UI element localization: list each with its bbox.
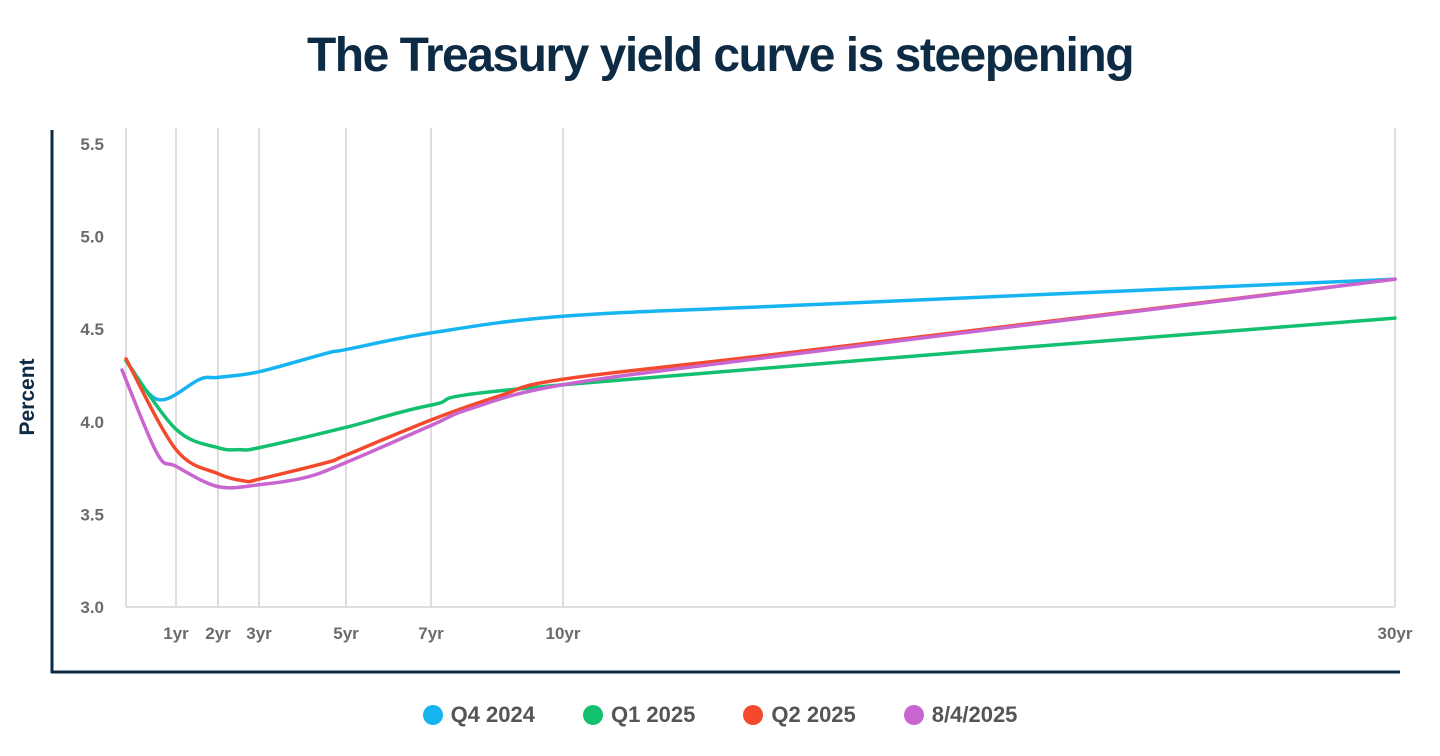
series-line-q2-2025 xyxy=(124,277,1397,484)
legend-dot-icon xyxy=(903,705,924,725)
legend-dot-icon xyxy=(743,705,764,725)
y-axis-label: Percent xyxy=(16,358,39,435)
legend-dot-icon xyxy=(582,705,603,725)
legend-dot-icon xyxy=(422,705,443,725)
x-tick-label: 1yr xyxy=(163,624,189,643)
y-tick-label: 4.0 xyxy=(80,413,104,432)
legend-label: Q1 2025 xyxy=(610,702,696,727)
legend-item: Q4 2024 xyxy=(422,702,535,728)
y-tick-label: 3.5 xyxy=(80,505,104,524)
legend: Q4 2024 Q1 2025 Q2 2025 8/4/2025 xyxy=(0,702,1440,728)
x-tick-label: 5yr xyxy=(333,624,359,643)
x-tick-label: 7yr xyxy=(418,624,444,643)
y-tick-label: 5.5 xyxy=(80,135,104,154)
legend-item: 8/4/2025 xyxy=(903,702,1018,728)
x-tick-label: 10yr xyxy=(546,624,581,643)
x-tick-label: 2yr xyxy=(205,624,231,643)
y-tick-label: 4.5 xyxy=(80,320,104,339)
series-line-8-4-2025 xyxy=(120,277,1397,490)
legend-label: Q4 2024 xyxy=(450,702,535,727)
legend-item: Q1 2025 xyxy=(582,702,696,728)
x-tick-label: 30yr xyxy=(1378,624,1413,643)
y-tick-label: 5.0 xyxy=(80,228,104,247)
series-line-q4-2024 xyxy=(124,277,1397,402)
chart-title: The Treasury yield curve is steepening xyxy=(306,29,1135,82)
y-tick-label: 3.0 xyxy=(80,598,104,617)
x-tick-label: 3yr xyxy=(246,624,272,643)
legend-label: Q2 2025 xyxy=(771,702,856,727)
legend-label: 8/4/2025 xyxy=(931,702,1018,727)
legend-item: Q2 2025 xyxy=(743,702,856,728)
series-line-q1-2025 xyxy=(124,316,1397,452)
